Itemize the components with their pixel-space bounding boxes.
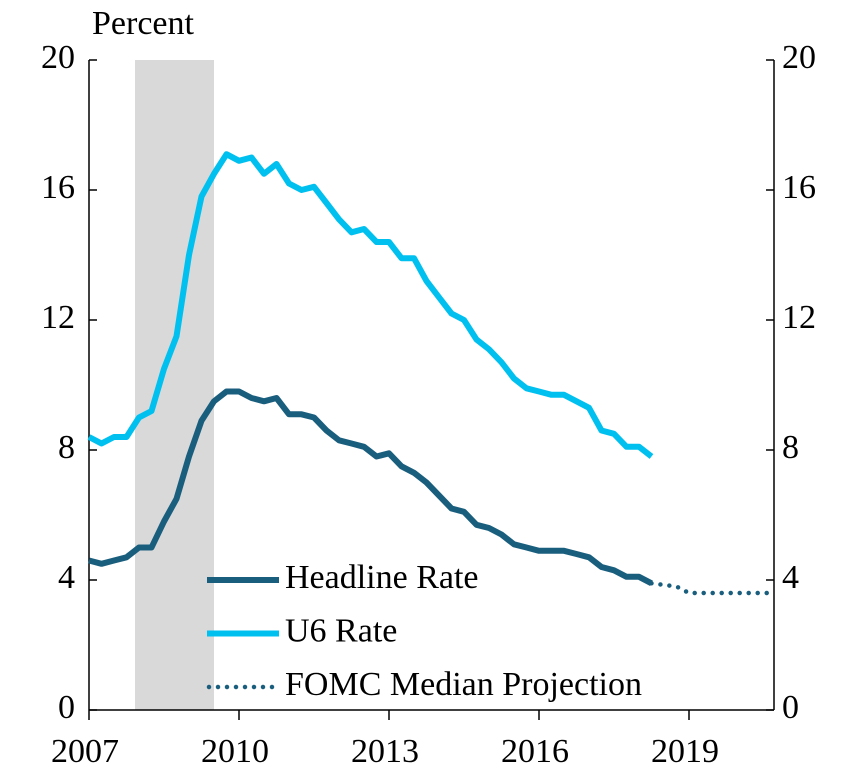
x-tick-label: 2010 — [201, 733, 269, 770]
x-tick-label: 2016 — [501, 733, 569, 770]
y2-tick-label: 0 — [782, 689, 799, 726]
x-tick-label: 2019 — [651, 733, 719, 770]
legend-label: FOMC Median Projection — [285, 666, 642, 703]
y-tick-label: 8 — [58, 429, 75, 466]
y-tick-label: 0 — [58, 689, 75, 726]
y2-tick-label: 4 — [782, 559, 799, 596]
y2-tick-label: 12 — [782, 299, 816, 336]
series-line — [649, 581, 777, 596]
series-line — [87, 151, 654, 459]
recession-band — [135, 60, 214, 710]
legend-label: Headline Rate — [285, 559, 479, 596]
y-tick-label: 16 — [41, 169, 75, 206]
y-axis-label: Percent — [92, 5, 195, 42]
series-line — [88, 388, 653, 586]
legend-label: U6 Rate — [285, 612, 397, 649]
y-tick-label: 12 — [41, 299, 75, 336]
x-tick-label: 2007 — [51, 733, 119, 770]
y-tick-label: 4 — [58, 559, 75, 596]
y2-tick-label: 16 — [782, 169, 816, 206]
y2-tick-label: 8 — [782, 429, 799, 466]
x-tick-label: 2013 — [351, 733, 419, 770]
y-tick-label: 20 — [41, 39, 75, 76]
y2-tick-label: 20 — [782, 39, 816, 76]
